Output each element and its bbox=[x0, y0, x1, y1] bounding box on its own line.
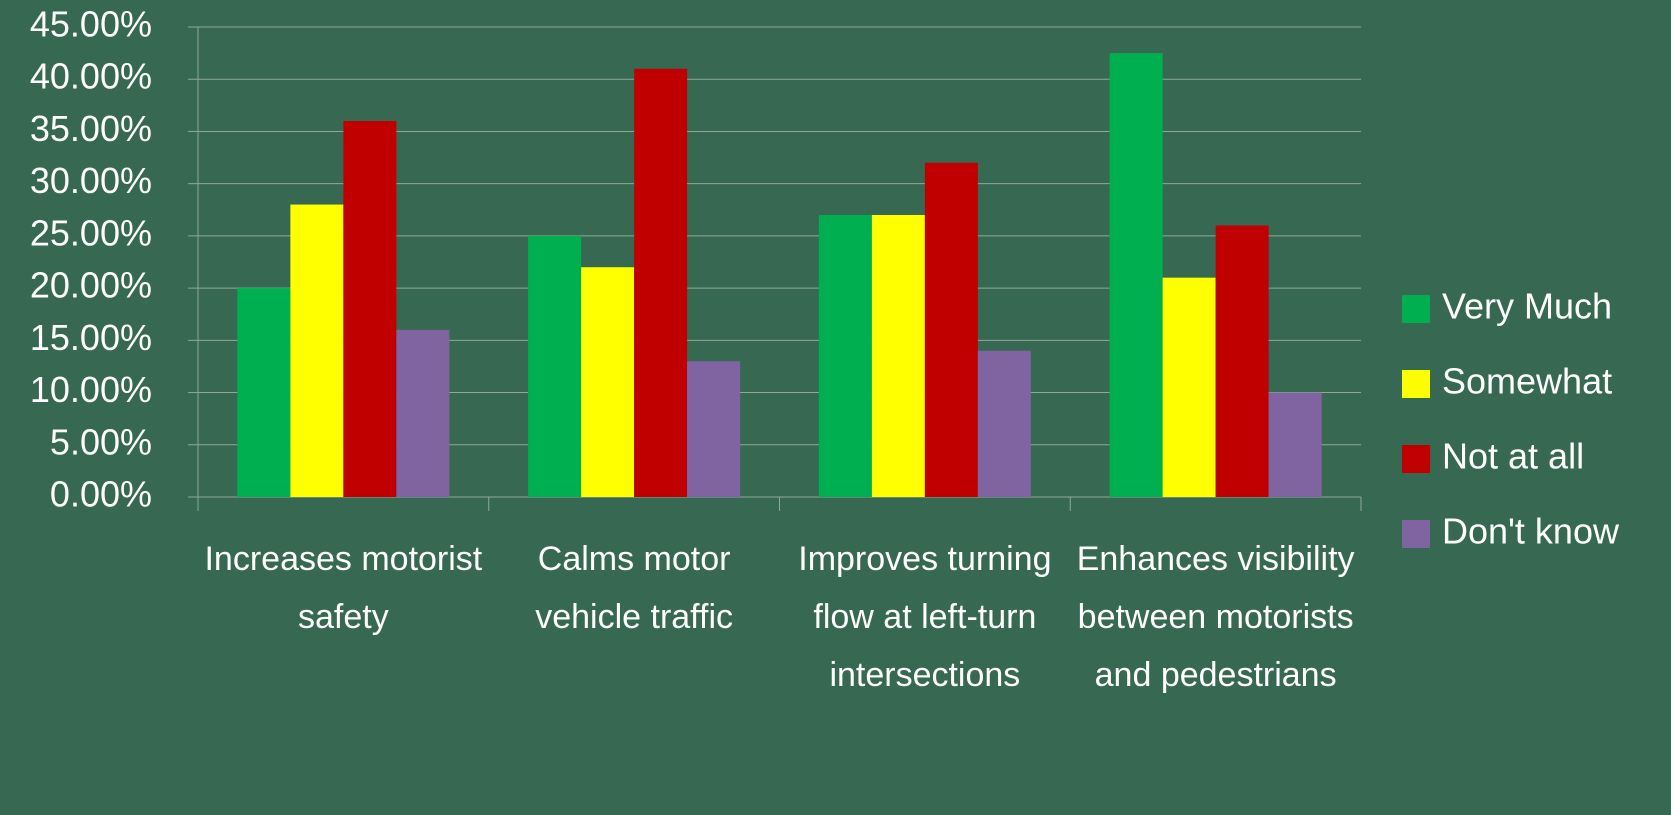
y-tick-label: 15.00% bbox=[30, 317, 152, 358]
bar bbox=[1162, 277, 1216, 497]
bar bbox=[581, 267, 635, 497]
x-tick-label: Increases motorist safety bbox=[204, 540, 483, 636]
bar bbox=[1109, 53, 1163, 497]
bar bbox=[528, 235, 582, 497]
y-tick-label: 45.00% bbox=[30, 4, 152, 45]
y-tick-label: 40.00% bbox=[30, 56, 152, 97]
legend-label: Don't know bbox=[1442, 511, 1620, 552]
x-tick-label: Calms motor vehicle traffic bbox=[535, 540, 734, 636]
bar bbox=[1268, 392, 1322, 497]
legend-swatch bbox=[1402, 295, 1430, 323]
y-tick-label: 0.00% bbox=[50, 474, 152, 515]
y-tick-label: 30.00% bbox=[30, 160, 152, 201]
bar bbox=[818, 215, 872, 497]
legend-label: Not at all bbox=[1442, 436, 1584, 477]
x-tick-label: Improves turning flow at left-turn inter… bbox=[798, 540, 1052, 694]
bar bbox=[687, 361, 741, 497]
bar bbox=[343, 121, 397, 497]
legend-swatch bbox=[1402, 445, 1430, 473]
bar bbox=[237, 288, 291, 497]
y-tick-label: 25.00% bbox=[30, 212, 152, 253]
bar bbox=[924, 162, 978, 497]
bar bbox=[1215, 225, 1269, 497]
y-tick-label: 10.00% bbox=[30, 369, 152, 410]
y-tick-label: 5.00% bbox=[50, 421, 152, 462]
legend-label: Somewhat bbox=[1442, 361, 1612, 402]
legend-swatch bbox=[1402, 520, 1430, 548]
legend-label: Very Much bbox=[1442, 286, 1612, 327]
bar bbox=[634, 68, 688, 498]
legend-swatch bbox=[1402, 370, 1430, 398]
y-tick-label: 35.00% bbox=[30, 108, 152, 149]
bar bbox=[871, 215, 925, 497]
y-tick-label: 20.00% bbox=[30, 265, 152, 306]
x-tick-label: Enhances visibility between motorists an… bbox=[1076, 540, 1355, 694]
bar bbox=[977, 350, 1031, 497]
bar bbox=[396, 329, 450, 497]
bar bbox=[290, 204, 344, 498]
